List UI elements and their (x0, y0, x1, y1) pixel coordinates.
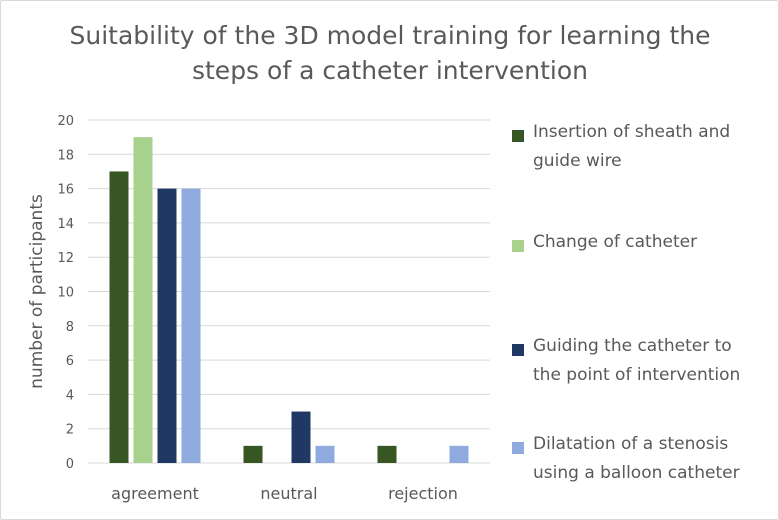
legend-swatch-dilatation (512, 442, 524, 454)
legend-swatch-insertion (512, 130, 524, 142)
y-axis-title: number of participants (27, 194, 47, 389)
bar-agreement-series-1 (109, 171, 129, 463)
legend-swatch-change (512, 240, 524, 252)
bar-rejection-series-1 (377, 445, 397, 463)
chart-title: Suitability of the 3D model training for… (40, 18, 740, 88)
y-tick-label-18: 18 (57, 148, 74, 163)
legend-label-dilatation-line-1: Dilatation of a stenosis (533, 434, 729, 454)
legend-label-guiding-line-2: the point of intervention (533, 365, 741, 385)
y-tick-label-14: 14 (57, 217, 74, 232)
x-tick-label-agreement: agreement (111, 484, 199, 503)
legend-label-insertion-line-2: guide wire (533, 151, 622, 171)
y-tick-label-8: 8 (66, 320, 74, 335)
y-tick-label-16: 16 (57, 183, 74, 198)
y-tick-label-10: 10 (57, 286, 74, 301)
legend-label-dilatation: Dilatation of a stenosis using a balloon… (533, 430, 773, 488)
legend-label-guiding: Guiding the catheter to the point of int… (533, 332, 773, 390)
legend-label-insertion-line-1: Insertion of sheath and (533, 122, 731, 142)
legend-swatch-guiding (512, 344, 524, 356)
y-tick-label-12: 12 (57, 251, 74, 266)
y-tick-label-4: 4 (66, 388, 74, 403)
chart-title-line-2: steps of a catheter intervention (191, 56, 589, 85)
chart-title-line-1: Suitability of the 3D model training for… (69, 21, 711, 50)
legend-label-change: Change of catheter (533, 228, 773, 257)
y-tick-label-0: 0 (66, 457, 74, 472)
bar-neutral-series-3 (291, 411, 311, 463)
bar-agreement-series-3 (157, 188, 177, 463)
bar-agreement-series-4 (181, 188, 201, 463)
legend-label-guiding-line-1: Guiding the catheter to (533, 336, 732, 356)
y-tick-label-20: 20 (57, 114, 74, 129)
y-tick-label-6: 6 (66, 354, 74, 369)
legend-label-change-line-1: Change of catheter (533, 232, 698, 252)
bar-neutral-series-4 (315, 445, 335, 463)
y-tick-label-2: 2 (66, 423, 74, 438)
legend-label-dilatation-line-2: using a balloon catheter (533, 463, 740, 483)
bar-neutral-series-1 (243, 445, 263, 463)
bar-rejection-series-4 (449, 445, 469, 463)
x-tick-label-rejection: rejection (388, 484, 458, 503)
bar-agreement-series-2 (133, 137, 153, 463)
legend-label-insertion: Insertion of sheath and guide wire (533, 118, 773, 176)
x-tick-label-neutral: neutral (260, 484, 317, 503)
